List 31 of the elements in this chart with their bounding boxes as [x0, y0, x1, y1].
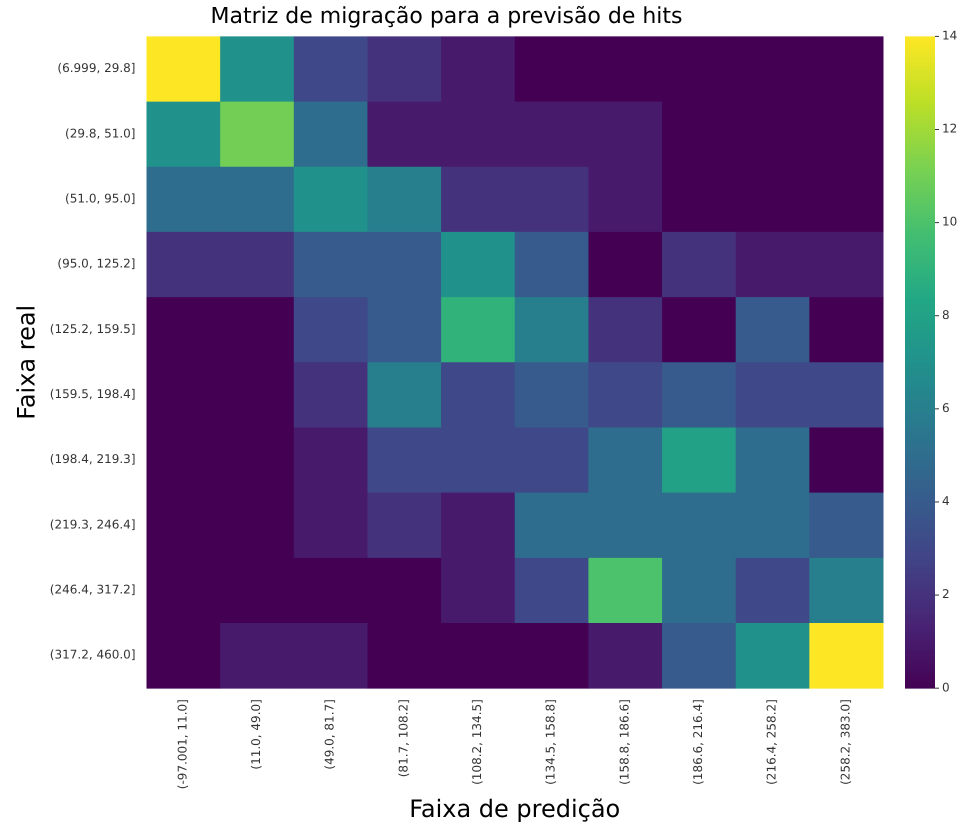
color-bar-label: 8: [942, 308, 950, 322]
x-tick-label: (258.2, 383.0]: [838, 699, 852, 785]
x-tick-label: (134.5, 158.8]: [544, 699, 558, 785]
y-tick-label: (6.999, 29.8]: [57, 61, 136, 76]
color-bar-label: 6: [942, 400, 950, 415]
color-bar-label: 0: [942, 680, 950, 694]
x-axis-title: Faixa de predição: [409, 794, 620, 823]
x-tick-label: (-97.001, 11.0]: [175, 699, 190, 790]
color-bar-label: 12: [942, 122, 958, 136]
y-tick-label: (198.4, 219.3]: [50, 452, 136, 466]
color-bar-label: 10: [942, 214, 958, 229]
y-tick-label: (51.0, 95.0]: [65, 191, 136, 206]
chart-title: Matriz de migração para a previsão de hits: [210, 4, 683, 29]
x-tick-label: (158.8, 186.6]: [617, 699, 632, 785]
x-tick-label: (108.2, 134.5]: [470, 699, 484, 785]
y-tick-label: (317.2, 460.0]: [50, 648, 136, 662]
x-tick-label: (186.6, 216.4]: [691, 699, 705, 785]
color-bar-label: 4: [942, 494, 950, 508]
y-tick-label: (246.4, 317.2]: [50, 582, 136, 597]
x-tick-label: (81.7, 108.2]: [396, 699, 410, 778]
color-bar-label: 14: [942, 28, 958, 43]
x-tick-label: (49.0, 81.7]: [322, 699, 337, 770]
x-tick-label: (11.0, 49.0]: [249, 699, 264, 770]
y-tick-label: (159.5, 198.4]: [50, 387, 136, 401]
y-tick-label: (95.0, 125.2]: [57, 256, 136, 271]
y-axis-title: Faixa real: [12, 304, 41, 420]
y-tick-label: (219.3, 246.4]: [50, 517, 136, 532]
x-tick-label: (216.4, 258.2]: [764, 699, 779, 785]
color-bar-label: 2: [942, 587, 950, 602]
y-tick-label: (125.2, 159.5]: [50, 322, 136, 336]
y-tick-label: (29.8, 51.0]: [65, 126, 136, 140]
